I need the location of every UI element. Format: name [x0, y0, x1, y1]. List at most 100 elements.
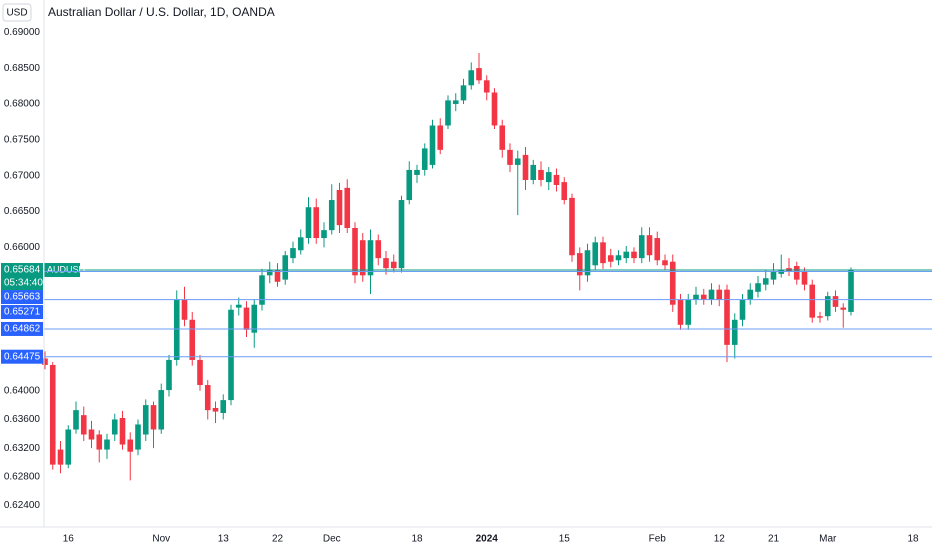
candle-body	[204, 385, 211, 411]
candle-body	[166, 359, 172, 391]
candle-body	[832, 296, 839, 307]
x-tick-label: 16	[63, 534, 75, 545]
candle-body	[352, 228, 358, 276]
candle-body	[375, 240, 382, 259]
candle-body	[623, 251, 630, 259]
candle-body	[181, 299, 188, 320]
candle-body	[499, 125, 506, 150]
candle-body	[731, 319, 738, 345]
x-tick-label: 21	[768, 534, 780, 545]
candle-body	[173, 299, 180, 360]
x-tick-label: Dec	[323, 534, 341, 545]
chart-title: Australian Dollar / U.S. Dollar, 1D, OAN…	[48, 5, 275, 19]
x-tick-label: 22	[272, 534, 284, 545]
candle-body	[437, 125, 444, 150]
candle-body	[42, 358, 48, 365]
candle-body	[685, 299, 692, 325]
candle-body	[693, 294, 699, 300]
candle-body	[677, 299, 684, 325]
candle-body	[631, 251, 637, 259]
candle-body	[429, 125, 436, 165]
candle-body	[127, 439, 134, 452]
candle-body	[770, 271, 777, 280]
price-label-bg	[1, 321, 43, 336]
candle-body	[793, 266, 800, 280]
candle-body	[142, 405, 149, 435]
candle-body	[801, 271, 808, 285]
candle-body	[421, 148, 428, 170]
candle-body	[592, 242, 599, 266]
candle-body	[328, 200, 335, 231]
candle-body	[228, 309, 234, 401]
candle-body	[778, 270, 785, 274]
candle-body	[259, 275, 265, 305]
y-tick-label: 0.63200	[4, 443, 41, 454]
x-tick-label: 12	[714, 534, 726, 545]
candle-body	[65, 429, 72, 465]
candle-body	[615, 255, 622, 261]
candle-body	[197, 359, 203, 386]
price-label: 0.64862	[4, 324, 41, 335]
candle-body	[762, 278, 769, 285]
candle-body	[553, 174, 560, 185]
candle-body	[824, 296, 831, 317]
y-tick-label: 0.62400	[4, 500, 41, 511]
y-tick-label: 0.63600	[4, 414, 41, 425]
candle-body	[476, 68, 482, 81]
candle-body	[708, 289, 715, 300]
x-tick-label: Nov	[152, 534, 170, 545]
y-tick-label: 0.62800	[4, 471, 41, 482]
candle-body	[483, 80, 490, 93]
candle-body	[297, 237, 304, 251]
candle-body	[848, 270, 854, 312]
price-label: 0.65684	[4, 265, 41, 276]
candle-body	[576, 253, 583, 276]
candle-body	[724, 289, 730, 345]
candle-body	[739, 299, 746, 320]
candle-body	[383, 258, 389, 269]
price-label-bg	[1, 263, 43, 291]
x-tick-label: 18	[907, 534, 919, 545]
x-tick-label: Feb	[649, 534, 667, 545]
x-tick-label: 2024	[476, 534, 499, 545]
y-tick-label: 0.67500	[4, 134, 41, 145]
y-tick-label: 0.68000	[4, 99, 41, 110]
candle-body	[755, 283, 761, 292]
x-tick-label: Mar	[819, 534, 837, 545]
candle-body	[452, 100, 459, 104]
y-tick-label: 0.66000	[4, 242, 41, 253]
currency-box	[2, 3, 32, 22]
candle-body	[460, 85, 467, 101]
candle-body	[119, 418, 126, 445]
candle-body	[305, 207, 312, 239]
candle-body	[274, 270, 281, 282]
price-label-bg	[1, 349, 43, 364]
candle-body	[266, 270, 273, 276]
currency: USD	[6, 8, 27, 19]
candle-body	[321, 230, 327, 239]
candle-body	[367, 240, 374, 276]
candle-body	[514, 158, 521, 165]
candle-body	[607, 255, 614, 262]
candle-body	[716, 289, 723, 300]
candle-body	[584, 250, 591, 276]
price-label: 0.64475	[4, 351, 41, 362]
candle-body	[538, 169, 544, 180]
candle-body	[700, 294, 707, 300]
candle-body	[49, 364, 56, 465]
candle-body	[545, 172, 552, 183]
candle-body	[747, 289, 754, 300]
candle-body	[809, 284, 816, 318]
candle-body	[104, 439, 110, 450]
candle-body	[390, 261, 397, 269]
candle-body	[406, 169, 413, 201]
candle-body	[80, 415, 87, 435]
candle-body	[507, 149, 513, 165]
y-tick-label: 0.66500	[4, 206, 41, 217]
symbol-tag-bg	[44, 263, 80, 278]
candle-body	[135, 424, 141, 450]
candle-body	[522, 154, 529, 180]
